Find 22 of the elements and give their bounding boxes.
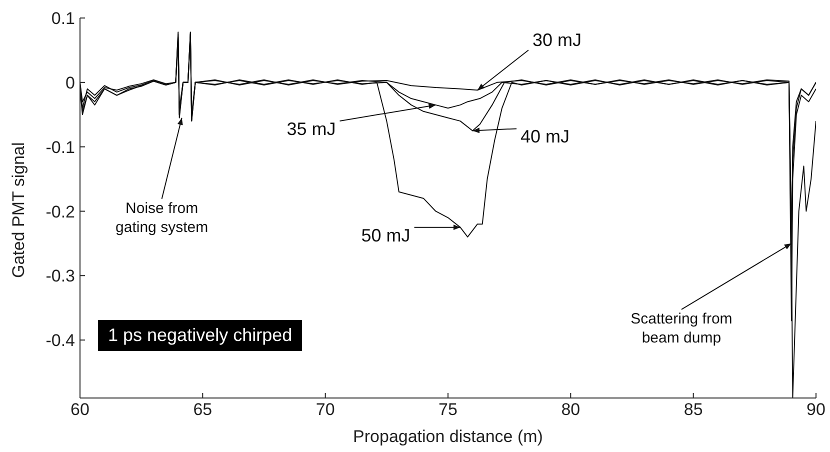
x-tick-label: 70 — [316, 400, 335, 420]
x-tick-label: 60 — [70, 400, 90, 420]
x-tick-label: 80 — [561, 400, 580, 420]
y-tick-label: -0.3 — [46, 266, 75, 286]
x-tick-label: 90 — [806, 400, 826, 420]
annotation: Noise from gating system — [116, 200, 208, 236]
y-tick-label: 0 — [66, 73, 75, 92]
y-tick-label: 0.1 — [51, 9, 75, 28]
y-axis-title: Gated PMT signal — [9, 142, 28, 278]
y-tick-label: -0.2 — [46, 202, 75, 222]
x-axis-title: Propagation distance (m) — [353, 427, 543, 446]
annotation: Scattering from beam dump — [630, 310, 732, 346]
annotation: 1 ps negatively chirped — [98, 320, 302, 351]
x-tick-label: 75 — [438, 400, 458, 420]
annotation: 40 mJ — [520, 126, 570, 147]
y-tick-label: -0.1 — [46, 138, 75, 157]
x-tick-label: 65 — [193, 400, 212, 420]
y-tick-label: -0.4 — [46, 331, 75, 350]
annotation: 35 mJ — [286, 118, 336, 139]
x-tick-label: 85 — [684, 400, 703, 420]
annotation: 50 mJ — [361, 225, 410, 246]
annotation: 30 mJ — [532, 30, 582, 50]
